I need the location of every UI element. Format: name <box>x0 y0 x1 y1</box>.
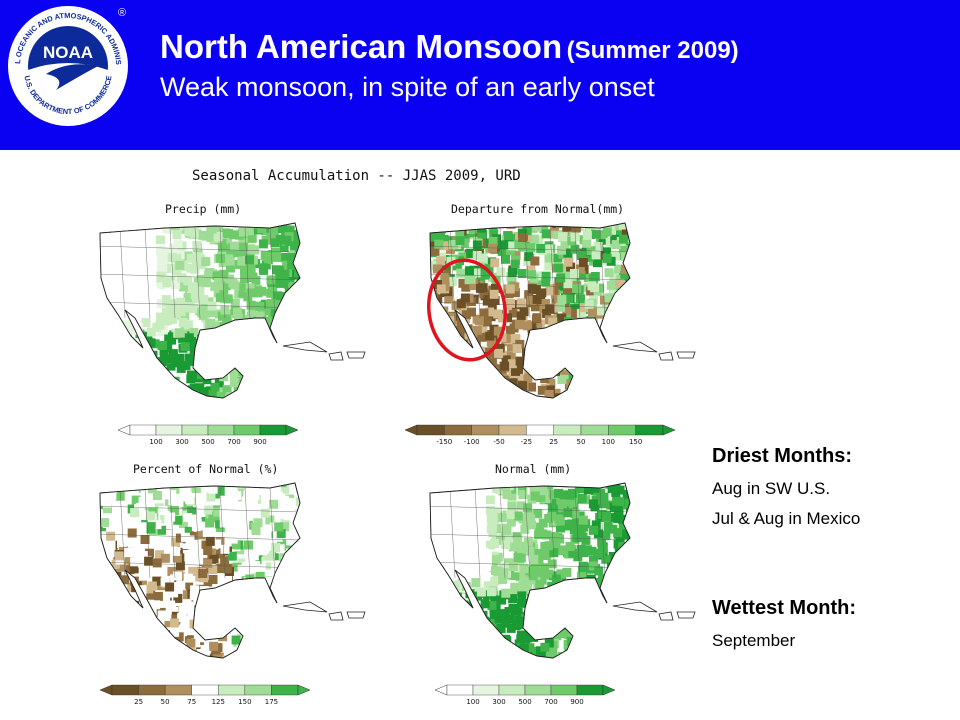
colorbar-precip: 100 300 500 700 900 <box>118 424 298 446</box>
svg-text:100: 100 <box>602 438 615 446</box>
svg-text:900: 900 <box>570 698 583 706</box>
title-main: North American Monsoon <box>160 28 563 65</box>
wettest-heading: Wettest Month: <box>712 597 857 619</box>
driest-heading: Driest Months: <box>712 445 852 467</box>
svg-text:25: 25 <box>549 438 558 446</box>
svg-text:100: 100 <box>466 698 479 706</box>
svg-text:75: 75 <box>187 698 196 706</box>
colorbar-departure: -150 -100 -50 -25 25 50 100 150 <box>405 424 675 446</box>
figure-title: Seasonal Accumulation -- JJAS 2009, URD <box>192 168 521 184</box>
svg-text:150: 150 <box>629 438 642 446</box>
svg-text:300: 300 <box>492 698 505 706</box>
svg-text:-100: -100 <box>464 438 480 446</box>
wettest-line-1: September <box>712 631 796 650</box>
svg-text:700: 700 <box>544 698 557 706</box>
svg-text:700: 700 <box>227 438 240 446</box>
driest-notes: Driest Months: Aug in SW U.S. Jul & Aug … <box>712 445 860 529</box>
svg-text:-25: -25 <box>521 438 532 446</box>
panel-label-percent: Percent of Normal (%) <box>131 462 281 476</box>
registered-mark: ® <box>118 7 126 19</box>
svg-text:300: 300 <box>175 438 188 446</box>
svg-text:150: 150 <box>238 698 251 706</box>
svg-text:175: 175 <box>265 698 278 706</box>
title-season: (Summer 2009) <box>566 37 739 64</box>
logo-text: NOAA <box>43 43 93 62</box>
driest-line-1: Aug in SW U.S. <box>712 479 831 498</box>
svg-text:125: 125 <box>212 698 225 706</box>
svg-text:500: 500 <box>518 698 531 706</box>
map-percent <box>99 482 366 659</box>
panel-label-precip: Precip (mm) <box>163 202 244 216</box>
map-panel-departure: Departure from Normal(mm) <box>425 200 710 450</box>
svg-text:-50: -50 <box>493 438 504 446</box>
svg-text:50: 50 <box>577 438 586 446</box>
svg-text:100: 100 <box>149 438 162 446</box>
svg-text:500: 500 <box>201 438 214 446</box>
driest-line-2: Jul & Aug in Mexico <box>712 509 861 528</box>
colorbar-percent: 25 50 75 125 150 175 <box>100 684 310 706</box>
wettest-notes: Wettest Month: September <box>712 597 856 651</box>
svg-text:50: 50 <box>161 698 170 706</box>
panel-label-normal: Normal (mm) <box>493 462 574 476</box>
noaa-logo: NOAA NATIONAL OCEANIC AND ATMOSPHERIC AD… <box>6 4 128 126</box>
colorbar-normal: 100 300 500 700 900 <box>435 684 615 706</box>
svg-text:900: 900 <box>253 438 266 446</box>
svg-text:25: 25 <box>134 698 143 706</box>
svg-text:-150: -150 <box>436 438 452 446</box>
map-precip <box>99 222 366 399</box>
map-normal <box>429 482 696 659</box>
header-banner: NOAA NATIONAL OCEANIC AND ATMOSPHERIC AD… <box>0 0 960 150</box>
map-panel-precip: Precip (mm) <box>95 200 380 450</box>
map-departure <box>426 222 696 399</box>
map-panel-normal: Normal (mm) <box>425 460 710 710</box>
page-subtitle: Weak monsoon, in spite of an early onset <box>160 72 655 102</box>
panel-label-departure: Departure from Normal(mm) <box>449 202 627 216</box>
page-title: North American Monsoon (Summer 2009) <box>160 28 739 66</box>
map-panel-percent: Percent of Normal (%) <box>95 460 380 710</box>
